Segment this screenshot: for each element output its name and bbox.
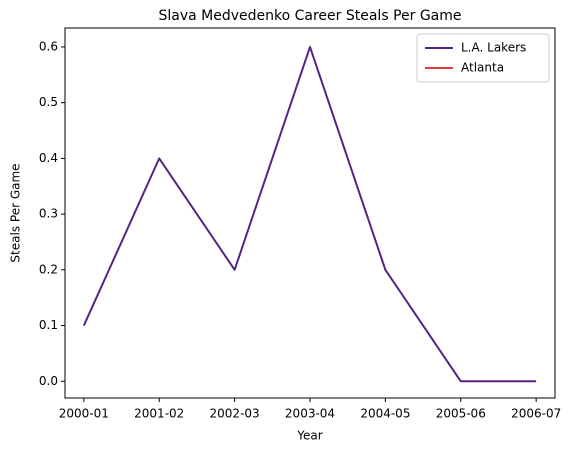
x-tick-label: 2004-05 xyxy=(360,407,410,421)
x-tick-label: 2002-03 xyxy=(210,407,260,421)
y-axis-label: Steals Per Game xyxy=(9,163,23,262)
y-tick-label: 0.2 xyxy=(39,262,58,276)
x-axis-label: Year xyxy=(296,429,322,443)
line-series xyxy=(82,45,537,383)
y-tick-label: 0.1 xyxy=(39,318,58,332)
y-tick-label: 0.3 xyxy=(39,207,58,221)
x-tick-label: 2003-04 xyxy=(285,407,335,421)
y-tick-label: 0.4 xyxy=(39,151,58,165)
y-tick-label: 0.6 xyxy=(39,39,58,53)
x-tick-label: 2006-07 xyxy=(511,407,561,421)
x-tick-label: 2000-01 xyxy=(59,407,109,421)
x-tick-label: 2005-06 xyxy=(436,407,486,421)
plot-frame xyxy=(64,27,556,399)
x-tick-label: 2001-02 xyxy=(134,407,184,421)
legend-label: Atlanta xyxy=(461,61,504,75)
y-tick-label: 0.5 xyxy=(39,95,58,109)
legend-box xyxy=(416,33,550,83)
chart-title: Slava Medvedenko Career Steals Per Game xyxy=(158,8,461,24)
y-tick-label: 0.0 xyxy=(39,374,58,388)
legend-label: L.A. Lakers xyxy=(461,41,526,55)
